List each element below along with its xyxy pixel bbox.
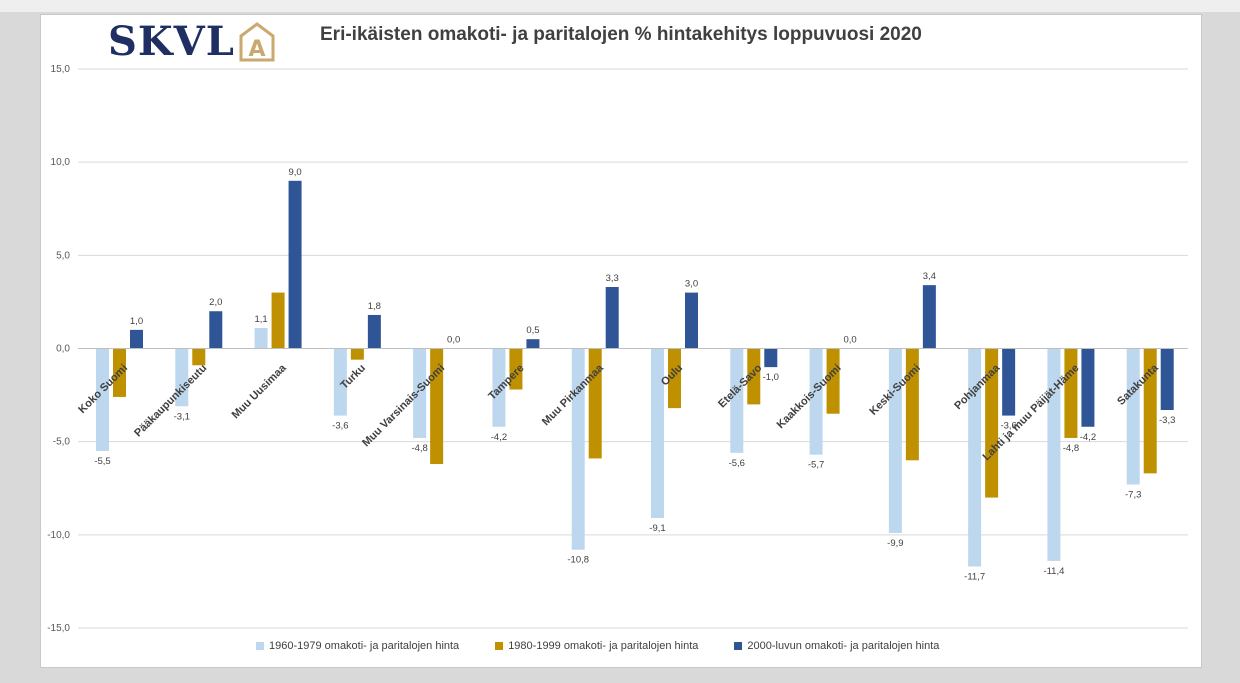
legend-label-1960: 1960-1979 omakoti- ja paritalojen hinta — [269, 640, 460, 652]
chart-card — [40, 14, 1202, 668]
data-label: 2,0 — [209, 297, 222, 308]
data-label: -4,2 — [1080, 432, 1096, 443]
data-label: 9,0 — [288, 167, 301, 178]
logo-text: SKVL — [108, 18, 235, 65]
data-label: -11,4 — [1043, 566, 1064, 577]
bar — [1002, 348, 1016, 416]
bar — [1047, 348, 1061, 561]
data-label: -3,6 — [1000, 421, 1016, 432]
y-tick-label: -5,0 — [53, 437, 71, 448]
data-label: 3,0 — [685, 279, 698, 290]
data-label: 3,4 — [923, 271, 936, 282]
bar — [492, 348, 506, 427]
data-label: 1,0 — [130, 316, 143, 327]
bar — [96, 348, 109, 451]
bar — [192, 348, 206, 366]
legend-item-2000: 2000-luvun omakoti- ja paritalojen hinta — [734, 640, 939, 652]
bar — [826, 348, 840, 414]
data-label: -7,3 — [1125, 490, 1141, 501]
bar — [968, 348, 982, 567]
bar — [254, 328, 268, 349]
data-label: 0,5 — [526, 325, 539, 336]
data-label: -4,8 — [411, 443, 427, 454]
bar — [764, 348, 778, 368]
bar — [1081, 348, 1095, 427]
bar — [605, 287, 619, 349]
legend-label-2000: 2000-luvun omakoti- ja paritalojen hinta — [747, 640, 940, 652]
bar — [888, 348, 902, 533]
house-icon: A — [239, 22, 275, 62]
bar — [588, 348, 602, 459]
bar — [413, 348, 427, 438]
bar — [333, 348, 347, 416]
data-label: -9,9 — [887, 538, 903, 549]
y-tick-label: -10,0 — [47, 530, 70, 541]
skvl-logo: SKVL A — [108, 20, 277, 64]
bar — [367, 314, 381, 349]
legend-item-1960: 1960-1979 omakoti- ja paritalojen hinta — [256, 640, 459, 652]
bar — [1126, 348, 1140, 485]
y-tick-label: -15,0 — [47, 623, 70, 634]
bar — [130, 329, 143, 349]
y-tick-label: 0,0 — [56, 344, 70, 355]
bar — [1064, 348, 1078, 438]
category-label: Pääkaupunkiseutu — [132, 362, 209, 439]
chart-title: Eri-ikäisten omakoti- ja paritalojen % h… — [320, 24, 922, 45]
bar — [985, 348, 999, 498]
bar — [668, 348, 681, 409]
legend-item-1980: 1980-1999 omakoti- ja paritalojen hinta — [495, 640, 698, 652]
bar — [905, 348, 919, 461]
y-tick-label: 15,0 — [51, 64, 71, 75]
bar — [809, 348, 823, 455]
data-label: -10,8 — [567, 555, 589, 566]
legend-swatch-1980 — [495, 642, 504, 650]
bar — [175, 348, 189, 407]
bar — [922, 285, 936, 349]
window-top-strip — [0, 0, 1240, 12]
data-label: -3,1 — [174, 411, 190, 422]
bar — [430, 348, 444, 465]
data-label: -1,0 — [763, 372, 779, 383]
bar — [685, 292, 698, 349]
legend: 1960-1979 omakoti- ja paritalojen hinta … — [256, 640, 939, 652]
bar — [651, 348, 664, 519]
y-tick-label: 10,0 — [51, 157, 71, 168]
y-tick-label: 5,0 — [56, 250, 70, 261]
data-label: -4,8 — [1063, 443, 1079, 454]
bar — [288, 180, 302, 349]
legend-swatch-2000 — [734, 642, 743, 650]
data-label: -5,5 — [94, 456, 110, 467]
legend-label-1980: 1980-1999 omakoti- ja paritalojen hinta — [508, 640, 699, 652]
data-label: 0,0 — [843, 335, 856, 346]
logo-mark: A — [248, 37, 265, 62]
data-label: -5,7 — [808, 460, 824, 471]
bar — [1143, 348, 1157, 474]
data-label: 3,3 — [606, 273, 619, 284]
data-label: 1,1 — [254, 314, 267, 325]
bar — [271, 292, 285, 349]
data-label: -4,2 — [491, 432, 507, 443]
bar — [209, 311, 223, 349]
data-label: -11,7 — [964, 572, 985, 583]
data-label: -3,3 — [1159, 415, 1175, 426]
bar — [730, 348, 744, 453]
bar — [526, 339, 540, 349]
bar — [747, 348, 761, 405]
bar — [113, 348, 126, 397]
bar — [1160, 348, 1174, 410]
data-label: -9,1 — [649, 523, 665, 534]
legend-swatch-1960 — [256, 642, 264, 650]
category-label: Muu Uusimaa — [230, 362, 290, 422]
data-label: 0,0 — [447, 335, 460, 346]
bar — [571, 348, 585, 550]
bar — [350, 348, 364, 360]
bar — [509, 348, 523, 390]
data-label: 1,8 — [368, 301, 381, 312]
data-label: -5,6 — [729, 458, 745, 469]
data-label: -3,6 — [332, 421, 348, 432]
